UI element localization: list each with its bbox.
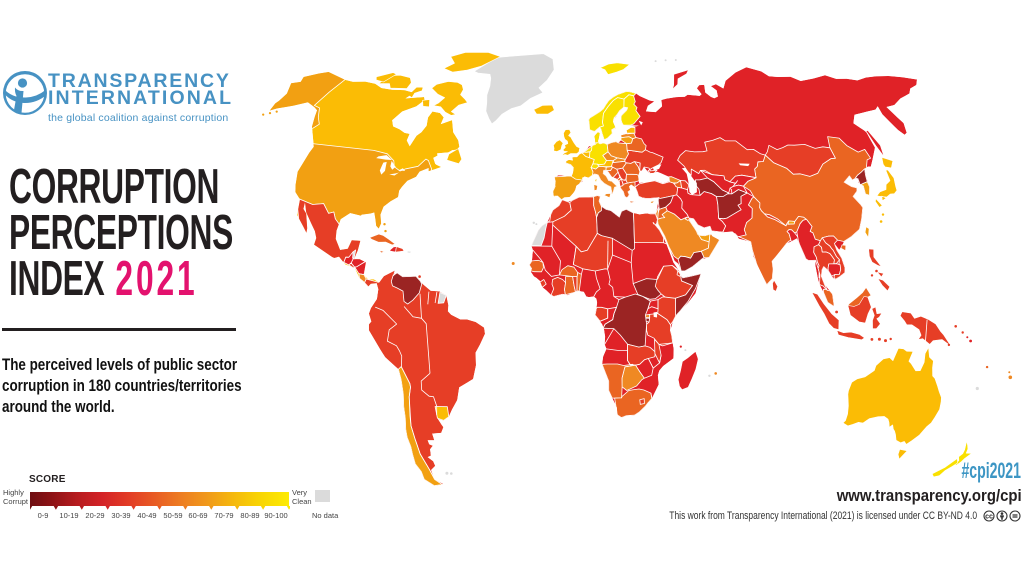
svg-text:cc: cc (985, 513, 993, 520)
